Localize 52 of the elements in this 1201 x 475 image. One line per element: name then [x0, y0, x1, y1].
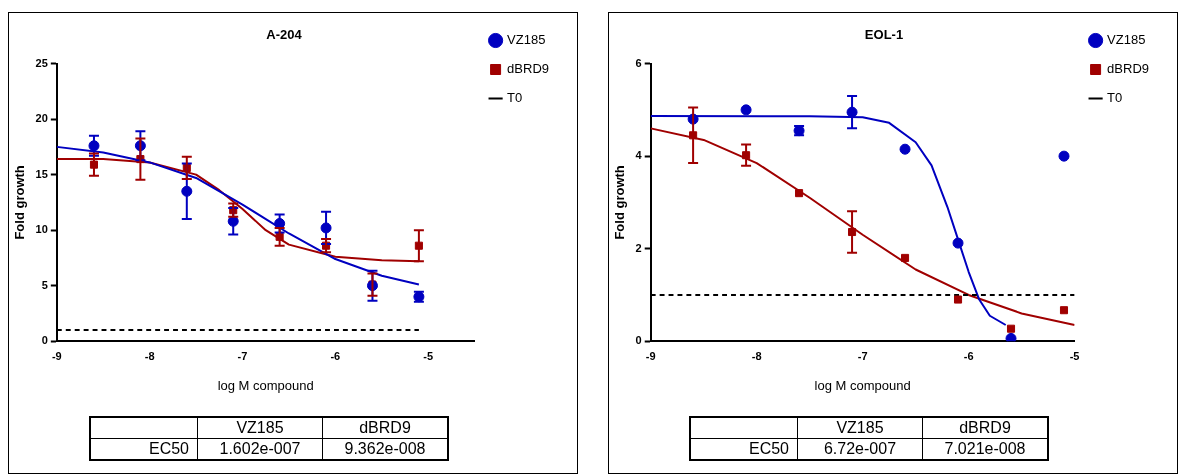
point	[899, 143, 911, 155]
y-axis-title: Fold growth	[12, 165, 28, 240]
point	[1058, 150, 1070, 162]
x-tick-label: -8	[751, 349, 762, 362]
text: EC50	[690, 438, 798, 460]
x-axis-title: log M compound	[217, 377, 314, 393]
x-tick-label: -8	[144, 349, 155, 362]
x-tick-label: -6	[963, 349, 974, 362]
text: EC50	[90, 438, 198, 460]
legend-label: VZ185	[1107, 32, 1146, 48]
chart-title: EOL-1	[864, 27, 904, 43]
text: VZ185	[836, 419, 884, 436]
y-tick-label: 6	[635, 56, 642, 69]
text: 6.72e-007	[797, 438, 923, 460]
y-tick-label: 2	[635, 241, 642, 254]
text: dBRD9	[959, 419, 1011, 436]
text: 9.362e-008	[322, 438, 448, 460]
legend-label: T0	[507, 90, 523, 106]
point	[953, 295, 963, 304]
y-tick-label: 25	[35, 56, 48, 69]
y-tick-label: 0	[41, 334, 48, 347]
y-tick-label: 10	[35, 223, 48, 236]
x-tick-label: -6	[330, 349, 341, 362]
legend-label: dBRD9	[507, 61, 550, 77]
text: dBRD9	[359, 419, 411, 436]
point	[1059, 306, 1069, 315]
x-tick-label: -5	[1069, 349, 1080, 362]
legend-label: VZ185	[507, 32, 546, 48]
y-tick-label: 15	[35, 167, 48, 180]
chart-title: A-204	[266, 27, 303, 43]
x-axis-title: log M compound	[814, 377, 911, 393]
x-tick-label: -5	[423, 349, 434, 362]
x-tick-label: -9	[645, 349, 656, 362]
text: 1.602e-007	[197, 438, 323, 460]
y-tick-label: 20	[35, 112, 48, 125]
y-tick-label: 4	[635, 149, 643, 162]
text: 7.021e-008	[922, 438, 1048, 460]
y-tick-label: 0	[635, 334, 642, 347]
point	[1005, 332, 1017, 342]
x-tick-label: -9	[51, 349, 62, 362]
y-axis-title: Fold growth	[612, 165, 628, 240]
x-tick-label: -7	[237, 349, 248, 362]
point	[952, 237, 964, 249]
legend-label: T0	[1107, 90, 1123, 106]
legend-label: dBRD9	[1107, 61, 1150, 77]
point	[901, 253, 910, 262]
point	[1006, 324, 1016, 333]
text: VZ185	[236, 419, 284, 436]
y-tick-label: 5	[41, 278, 48, 291]
point	[795, 189, 804, 198]
point	[740, 104, 752, 116]
x-tick-label: -7	[857, 349, 868, 362]
